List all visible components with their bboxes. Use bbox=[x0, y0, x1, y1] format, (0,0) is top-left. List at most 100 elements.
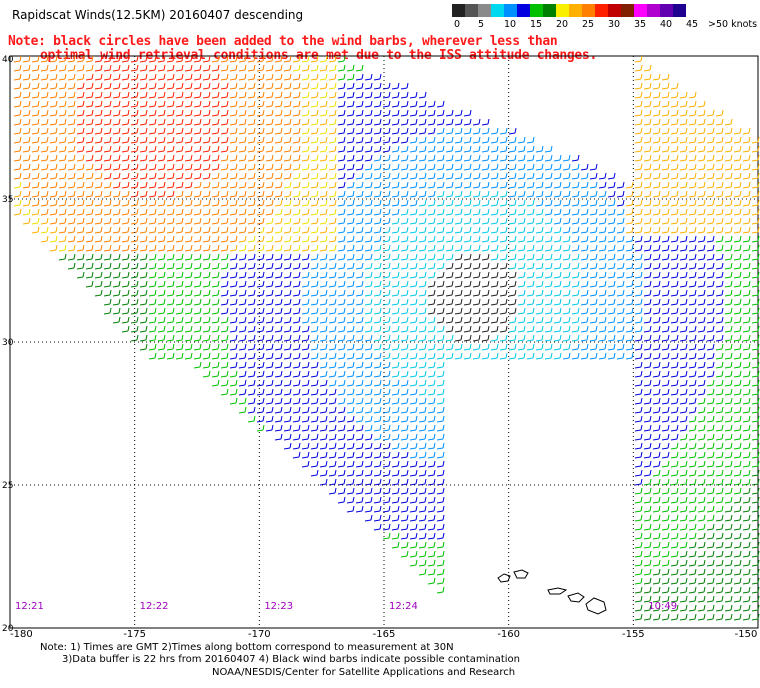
wind-barb bbox=[580, 352, 589, 360]
wind-barb bbox=[400, 91, 409, 99]
wind-barb bbox=[175, 235, 184, 243]
wind-barb bbox=[535, 172, 544, 180]
wind-barb bbox=[76, 136, 85, 144]
wind-barb bbox=[373, 235, 382, 243]
wind-barb bbox=[301, 82, 310, 90]
wind-barb bbox=[265, 82, 274, 90]
wind-barb bbox=[211, 226, 220, 234]
wind-barb bbox=[364, 316, 373, 324]
wind-barb bbox=[670, 334, 679, 342]
wind-barb bbox=[292, 181, 301, 189]
wind-barb bbox=[607, 316, 616, 324]
wind-barb bbox=[481, 352, 490, 360]
wind-barb bbox=[490, 190, 499, 198]
wind-barb bbox=[661, 550, 670, 558]
wind-barb bbox=[40, 181, 49, 189]
wind-barb bbox=[679, 487, 688, 495]
wind-barb bbox=[238, 136, 247, 144]
wind-barb bbox=[472, 181, 481, 189]
wind-barb bbox=[427, 217, 436, 225]
wind-barb bbox=[211, 271, 220, 279]
wind-barb bbox=[634, 100, 643, 108]
wind-barb bbox=[139, 217, 148, 225]
wind-barb bbox=[85, 217, 94, 225]
wind-barb bbox=[571, 262, 580, 270]
wind-barb bbox=[643, 82, 652, 90]
wind-barb bbox=[202, 118, 211, 126]
wind-barb bbox=[247, 370, 256, 378]
wind-barb bbox=[643, 496, 652, 504]
wind-barb bbox=[526, 163, 535, 171]
wind-barb bbox=[211, 181, 220, 189]
wind-barb bbox=[148, 145, 157, 153]
wind-barb bbox=[283, 352, 292, 360]
wind-barb bbox=[490, 280, 499, 288]
wind-barb bbox=[634, 496, 643, 504]
wind-barb bbox=[373, 442, 382, 450]
wind-barb bbox=[706, 496, 715, 504]
wind-barb bbox=[661, 496, 670, 504]
wind-barb bbox=[139, 73, 148, 81]
wind-barb bbox=[292, 190, 301, 198]
wind-barb bbox=[157, 64, 166, 72]
wind-barb bbox=[697, 550, 706, 558]
wind-barb bbox=[274, 73, 283, 81]
wind-barb bbox=[418, 550, 427, 558]
wind-barb bbox=[706, 172, 715, 180]
wind-barb bbox=[202, 370, 211, 378]
wind-barb bbox=[724, 505, 733, 513]
wind-barb bbox=[499, 154, 508, 162]
wind-barb bbox=[373, 91, 382, 99]
wind-barb bbox=[562, 262, 571, 270]
wind-barb bbox=[301, 118, 310, 126]
wind-barb bbox=[274, 397, 283, 405]
wind-barb bbox=[391, 253, 400, 261]
wind-barb bbox=[418, 271, 427, 279]
wind-barb bbox=[319, 388, 328, 396]
wind-barb bbox=[166, 325, 175, 333]
legend-swatch bbox=[595, 4, 608, 17]
wind-barb bbox=[319, 469, 328, 477]
wind-barb bbox=[553, 226, 562, 234]
wind-barb bbox=[355, 316, 364, 324]
wind-barb bbox=[562, 298, 571, 306]
wind-barb bbox=[346, 334, 355, 342]
lat-tick-label: 30 bbox=[2, 338, 14, 348]
wind-barb bbox=[148, 271, 157, 279]
wind-barb bbox=[328, 415, 337, 423]
wind-barb bbox=[373, 271, 382, 279]
wind-barb bbox=[742, 298, 751, 306]
wind-barb bbox=[283, 370, 292, 378]
wind-barb bbox=[706, 298, 715, 306]
wind-barb bbox=[418, 343, 427, 351]
wind-barb bbox=[391, 217, 400, 225]
wind-barb bbox=[751, 154, 760, 162]
wind-barb bbox=[40, 217, 49, 225]
wind-barb bbox=[499, 280, 508, 288]
wind-barb bbox=[508, 127, 517, 135]
wind-barb bbox=[292, 100, 301, 108]
wind-barb bbox=[733, 235, 742, 243]
wind-barb bbox=[643, 451, 652, 459]
wind-barb bbox=[103, 289, 112, 297]
wind-barb bbox=[652, 100, 661, 108]
wind-barb bbox=[706, 370, 715, 378]
wind-barb bbox=[634, 487, 643, 495]
wind-barb bbox=[184, 136, 193, 144]
wind-barb bbox=[580, 163, 589, 171]
wind-barb bbox=[139, 298, 148, 306]
wind-barb bbox=[184, 343, 193, 351]
wind-barb bbox=[481, 181, 490, 189]
wind-barb bbox=[310, 244, 319, 252]
wind-barb bbox=[220, 118, 229, 126]
wind-barb bbox=[742, 235, 751, 243]
wind-barb bbox=[508, 271, 517, 279]
wind-barb bbox=[382, 388, 391, 396]
wind-barb bbox=[355, 217, 364, 225]
wind-barb bbox=[679, 325, 688, 333]
wind-barb bbox=[202, 280, 211, 288]
wind-barb bbox=[274, 262, 283, 270]
wind-barb bbox=[553, 307, 562, 315]
wind-barb bbox=[121, 325, 130, 333]
wind-barb bbox=[409, 541, 418, 549]
